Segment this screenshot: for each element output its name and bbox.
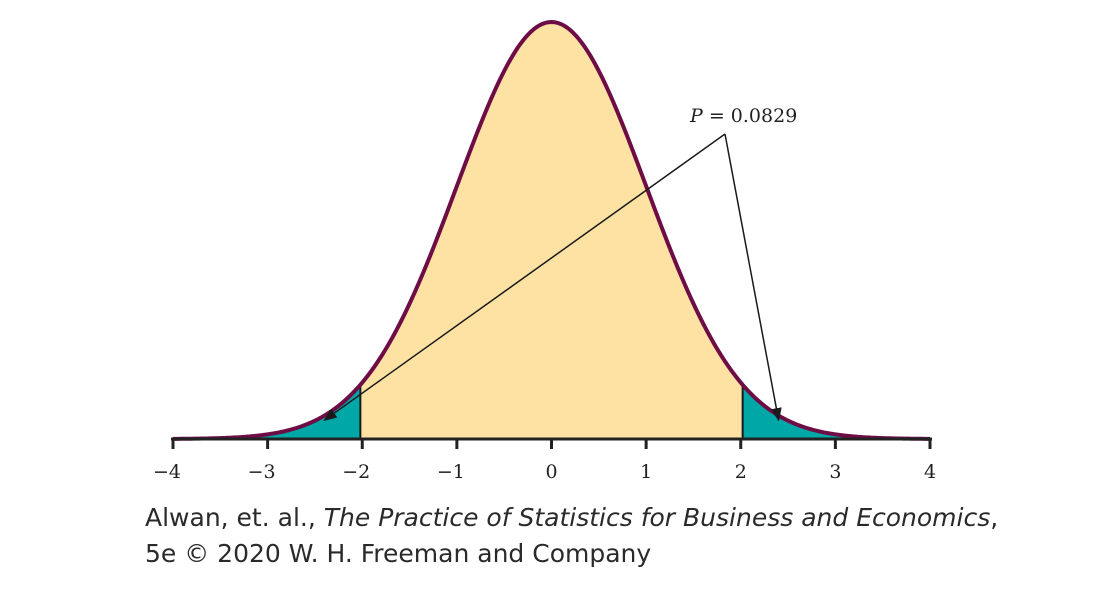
arrow-to-right-tail: [724, 133, 782, 422]
p-value-annotation: P = 0.0829: [323, 105, 797, 422]
p-value: = 0.0829: [703, 105, 797, 127]
x-tick-label: 3: [829, 461, 841, 483]
p-value-label: P = 0.0829: [689, 105, 797, 127]
x-tick-label: 1: [640, 461, 652, 483]
right-tail-region: [742, 384, 930, 439]
x-tick-label: −1: [437, 461, 465, 483]
arrow-to-left-tail: [323, 133, 726, 421]
caption-authors: Alwan, et. al.,: [145, 503, 324, 532]
caption-line-1: Alwan, et. al., The Practice of Statisti…: [145, 500, 998, 536]
density-curve: [172, 19, 931, 441]
x-tick-label: 0: [545, 461, 557, 483]
source-caption: Alwan, et. al., The Practice of Statisti…: [145, 500, 998, 572]
center-region: [360, 22, 743, 439]
x-axis-ticks: −4 −3 −2 −1 0 1 2 3 4: [153, 439, 936, 483]
caption-book-title: The Practice of Statistics for Business …: [323, 503, 991, 532]
x-tick-label: −2: [342, 461, 370, 483]
x-tick-label: 4: [924, 461, 936, 483]
left-tail-region: [173, 384, 361, 439]
x-tick-label: 2: [735, 461, 747, 483]
p-variable: P: [689, 105, 704, 127]
caption-comma: ,: [990, 503, 999, 532]
x-tick-label: −4: [153, 461, 181, 483]
x-tick-label: −3: [248, 461, 276, 483]
caption-line-2: 5e © 2020 W. H. Freeman and Company: [145, 539, 652, 568]
